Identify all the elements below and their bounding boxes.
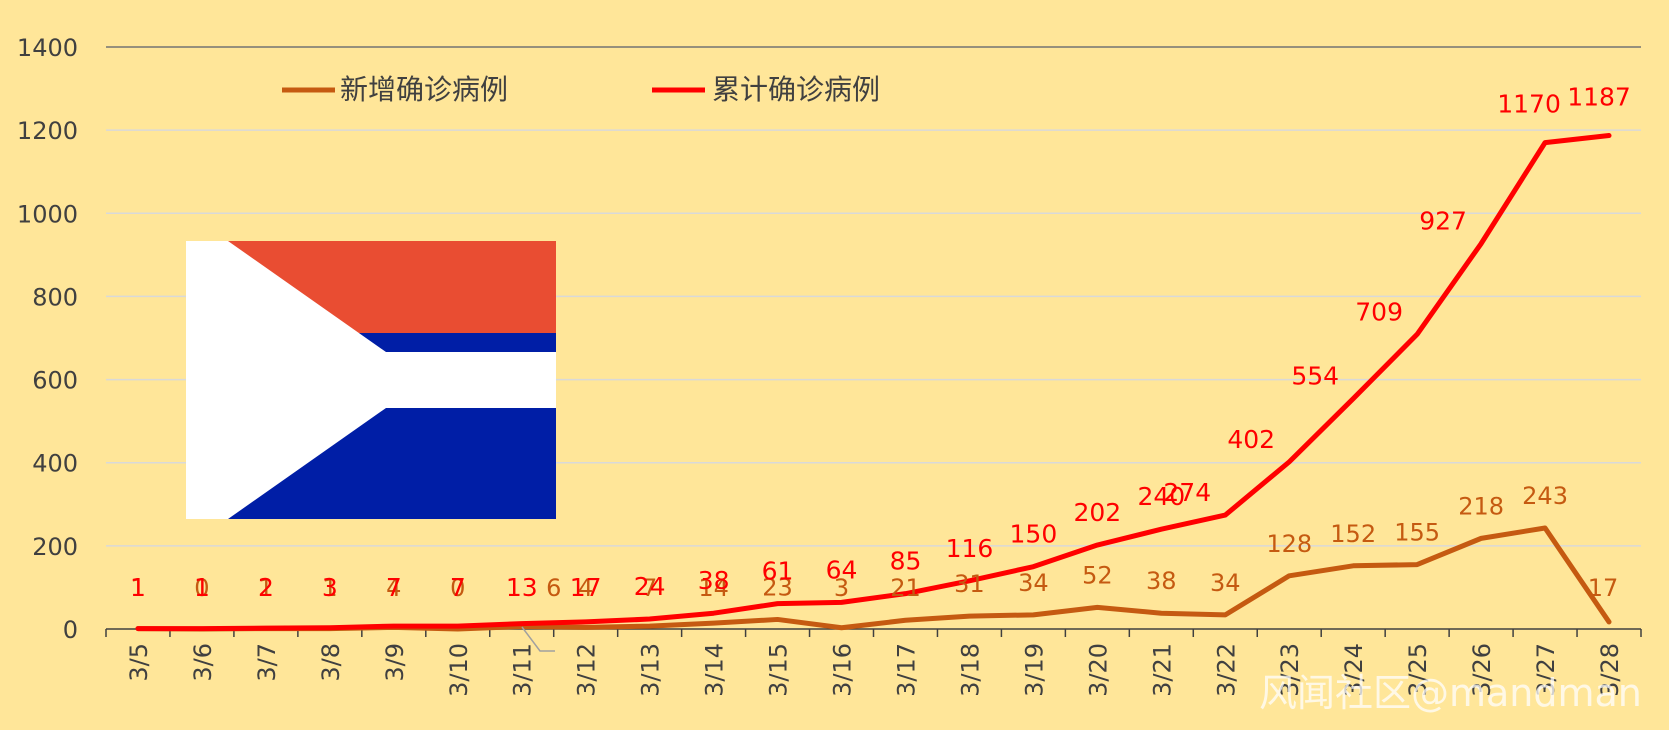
x-tick-label: 3/25 [1404, 643, 1432, 697]
x-tick-label: 3/19 [1020, 643, 1048, 697]
data-label-total-cases: 2 [258, 573, 274, 602]
data-label-new-cases: 128 [1266, 530, 1312, 558]
data-label-new-cases: 17 [1588, 574, 1619, 602]
data-label-new-cases: 7 [642, 574, 657, 602]
data-label-new-cases: 4 [578, 574, 593, 602]
y-tick-label: 400 [32, 450, 78, 478]
data-label-new-cases: 34 [1210, 569, 1241, 597]
series-line-total-cases [135, 133, 1612, 632]
data-label-new-cases: 31 [954, 570, 985, 598]
data-label-total-cases: 402 [1227, 425, 1275, 454]
data-label-total-cases: 7 [386, 573, 402, 602]
data-label-total-cases: 554 [1291, 362, 1339, 391]
y-tick-label: 600 [32, 367, 78, 395]
data-label-new-cases: 3 [834, 574, 849, 602]
x-tick-label: 3/27 [1532, 643, 1560, 697]
south-africa-flag [186, 241, 556, 519]
data-label-total-cases: 64 [826, 555, 858, 584]
data-label-total-cases: 1187 [1567, 83, 1631, 112]
data-label-total-cases: 17 [570, 573, 602, 602]
data-label-total-cases: 38 [698, 566, 730, 595]
data-label-new-cases: 155 [1394, 519, 1440, 547]
x-tick-label: 3/10 [445, 643, 473, 697]
x-tick-label: 3/15 [765, 643, 793, 697]
data-label-new-cases: 0 [450, 574, 465, 602]
series-line-new-cases [135, 525, 1612, 632]
data-label-total-cases: 927 [1419, 207, 1467, 236]
data-label-total-cases: 116 [946, 534, 994, 563]
data-label-new-cases: 218 [1458, 492, 1504, 520]
y-tick-label: 800 [32, 283, 78, 311]
data-label-new-cases: 14 [698, 574, 729, 602]
data-label-new-cases: 1 [258, 574, 273, 602]
data-label-total-cases: 7 [450, 573, 466, 602]
y-axis-ticks: 0 200 400 600 800 1000 1200 1400 [17, 34, 78, 644]
x-tick-label: 3/16 [829, 643, 857, 697]
data-label-total-cases: 1170 [1497, 90, 1561, 119]
x-tick-label: 3/12 [573, 643, 601, 697]
x-tick-label: 3/20 [1084, 643, 1112, 697]
data-label-new-cases: 152 [1330, 520, 1376, 548]
data-label-total-cases: 274 [1163, 478, 1211, 507]
x-tick-label: 3/21 [1148, 643, 1176, 697]
x-tick-label: 3/26 [1468, 643, 1496, 697]
x-tick-label: 3/5 [125, 643, 153, 682]
data-label-total-cases: 1 [194, 573, 210, 602]
data-label-new-cases: 4 [386, 574, 401, 602]
data-label-new-cases: 52 [1082, 561, 1113, 589]
x-tick-label: 3/18 [956, 643, 984, 697]
data-label-total-cases: 13 [506, 573, 538, 602]
data-label-total-cases: 240 [1137, 482, 1185, 511]
x-tick-label: 3/14 [701, 643, 729, 697]
legend: 新增确诊病例 累计确诊病例 [282, 73, 880, 106]
label-leader-line [521, 626, 555, 652]
data-label-total-cases: 150 [1010, 520, 1058, 549]
y-tick-label: 0 [63, 616, 78, 644]
x-tick-label: 3/9 [381, 643, 409, 682]
data-label-new-cases: 243 [1522, 482, 1568, 510]
x-tick-label: 3/22 [1212, 643, 1240, 697]
data-label-total-cases: 61 [762, 557, 794, 586]
x-tick-label: 3/7 [253, 643, 281, 682]
data-label-new-cases: 6 [546, 574, 561, 602]
x-tick-label: 3/24 [1340, 643, 1368, 697]
data-label-new-cases: 38 [1146, 567, 1177, 595]
data-label-total-cases: 1 [130, 573, 146, 602]
data-label-total-cases: 24 [634, 572, 666, 601]
x-tick-label: 3/17 [892, 643, 920, 697]
x-axis-ticks: 3/5 3/6 3/7 3/8 3/9 3/10 3/11 3/12 3/13 3/14 3/15 3… [125, 643, 1624, 697]
y-tick-label: 200 [32, 533, 78, 561]
x-tick-label: 3/6 [189, 643, 217, 682]
legend-label-total-cases: 累计确诊病例 [712, 73, 880, 106]
data-label-new-cases: 34 [1018, 569, 1049, 597]
data-label-total-cases: 85 [890, 547, 922, 576]
watermark: 风闻社区@mandman [1259, 671, 1642, 715]
y-tick-label: 1000 [17, 200, 78, 228]
series-lines [135, 133, 1612, 632]
x-tick-label: 3/11 [509, 643, 537, 697]
x-tick-label: 3/28 [1596, 643, 1624, 697]
x-tick-label: 3/13 [637, 643, 665, 697]
y-tick-label: 1200 [17, 117, 78, 145]
legend-label-new-cases: 新增确诊病例 [340, 73, 508, 106]
y-tick-label: 1400 [17, 34, 78, 62]
data-label-new-cases: 1 [322, 574, 337, 602]
data-label-total-cases: 3 [322, 573, 338, 602]
data-label-new-cases: 0 [194, 574, 209, 602]
data-label-new-cases: 21 [890, 574, 921, 602]
data-label-new-cases: 1 [130, 574, 145, 602]
data-labels-total-cases: 1 1 2 3 7 7 13 17 24 38 61 64 85 116 15020224027440255… [130, 83, 1631, 602]
data-label-total-cases: 202 [1073, 498, 1121, 527]
data-label-total-cases: 709 [1355, 297, 1403, 326]
data-label-new-cases: 23 [762, 573, 793, 601]
x-tick-label: 3/23 [1276, 643, 1304, 697]
x-tick-label: 3/8 [317, 643, 345, 682]
